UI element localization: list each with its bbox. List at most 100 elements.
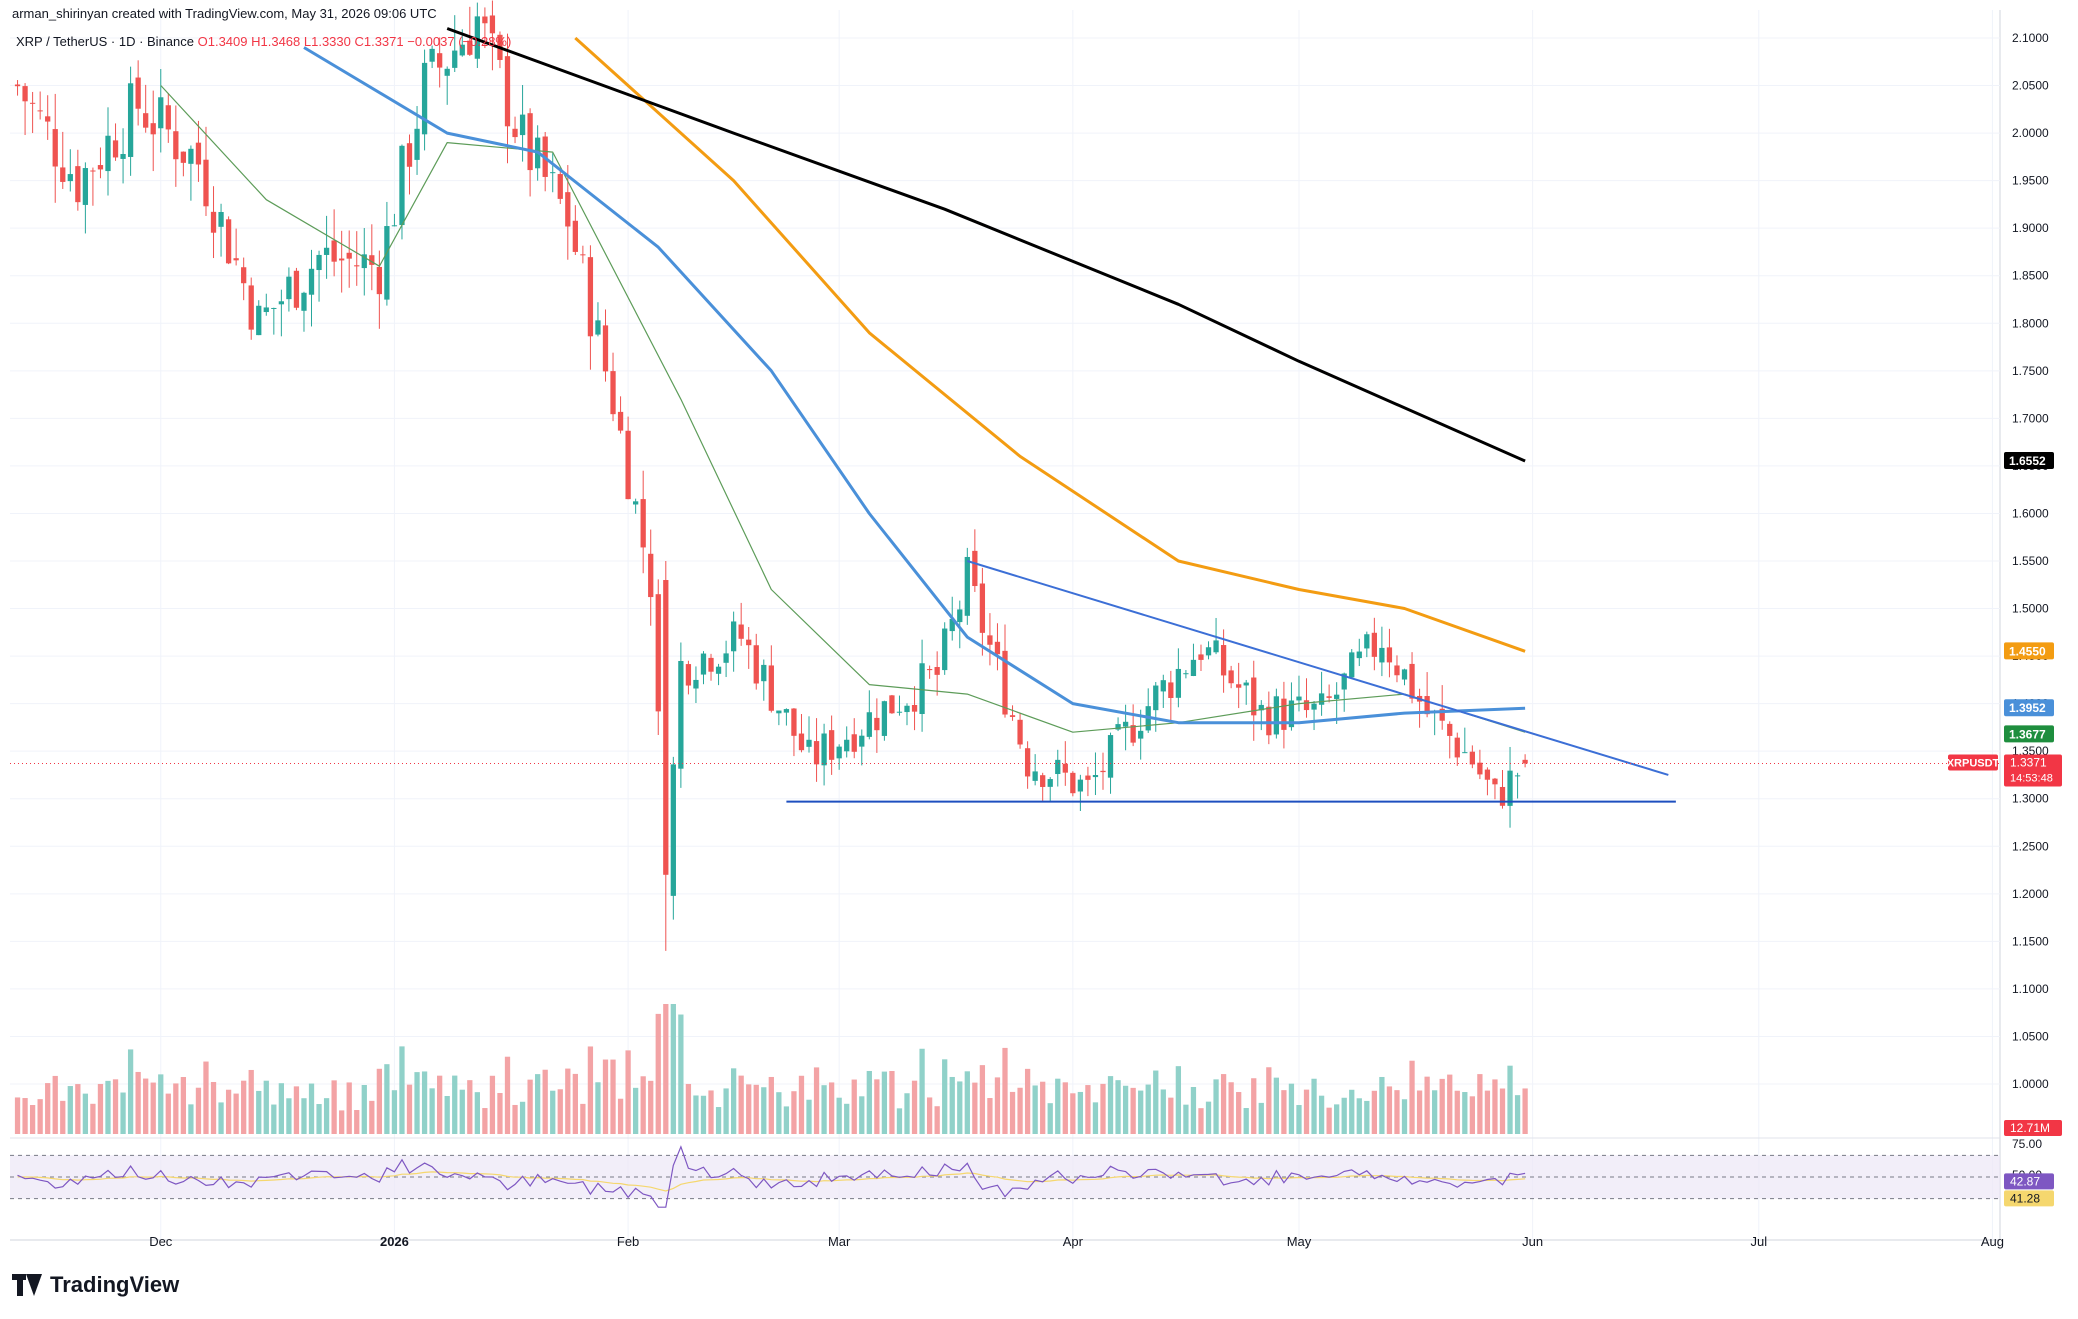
candle-body [1168,682,1174,698]
candle-body [1318,693,1325,705]
candle-body [241,267,247,284]
volume-bar [798,1075,805,1134]
candle-body [150,123,156,135]
volume-bar [1454,1090,1460,1134]
volume-bar [708,1090,714,1134]
rsi-value: 42.87 [2010,1174,2040,1188]
volume-bar [203,1061,209,1134]
candle-body [738,624,744,639]
candle-body [316,254,322,271]
volume-bar [768,1076,774,1134]
candle-body [195,142,202,165]
candle-body [557,174,563,199]
volume-bar [210,1081,217,1134]
volume-bar [97,1083,104,1134]
tradingview-brand-text: TradingView [50,1272,180,1297]
candle-body [1130,725,1136,743]
symbol-legend: XRP / TetherUS · 1D · Binance O1.3409 H1… [16,34,511,49]
candle-body [286,276,292,300]
volume-bar [1160,1089,1166,1134]
y-tick-label: 2.0000 [2012,126,2049,140]
volume-bar [331,1080,337,1134]
volume-bar [655,1013,661,1134]
candle-body [806,739,812,747]
y-tick-label: 1.1500 [2012,934,2049,948]
volume-bar [1281,1090,1287,1134]
volume-bar [942,1059,948,1134]
candle-body [1009,715,1016,717]
ma200-line [446,27,1526,463]
volume-bar [1522,1088,1528,1134]
candle-body [1379,647,1385,663]
candle-body [1115,724,1121,730]
volume-bar [723,1088,729,1134]
volume-bar [670,1004,676,1134]
volume-bar [1047,1103,1053,1134]
y-tick-label: 1.9000 [2012,221,2049,235]
candle-body [949,618,955,632]
trend-price-label: 1.3677 [2004,725,2054,743]
volume-bar [233,1093,239,1134]
volume-bar [746,1084,752,1134]
ma200-value: 1.6552 [2009,454,2046,468]
volume-bar [444,1096,450,1134]
candle-body [670,764,676,896]
candle-body [127,83,134,157]
volume-bar [640,1076,646,1134]
candle-body [1326,696,1332,698]
y-tick-label: 1.5000 [2012,602,2049,616]
volume-bar [504,1056,511,1134]
candle-body [700,653,707,675]
candle-body [1002,650,1008,715]
candle-body [1205,647,1212,656]
y-tick-label: 1.8500 [2012,269,2049,283]
volume-tag [2004,1120,2062,1136]
volume-bar [308,1083,315,1134]
volume-bar [828,1082,835,1134]
candle-body [173,131,179,160]
volume-bar [218,1102,224,1134]
candle-body [29,102,36,104]
volume-bar [105,1080,111,1134]
candle-body [919,663,925,714]
candle-body [791,708,797,736]
candle-body [414,128,420,160]
candle-body [248,285,254,330]
candle-body [301,292,307,311]
volume-bar [1462,1092,1468,1134]
candle-body [256,305,262,336]
volume-bar [37,1099,43,1134]
volume-bar [188,1104,194,1134]
candle-body [1296,696,1302,701]
candle-body [45,116,51,122]
candle-body [1228,670,1234,684]
volume-bar [429,1088,435,1134]
volume-bar [1205,1101,1212,1134]
candle-body [972,550,978,587]
volume-bar [1318,1095,1325,1134]
volume-bar [633,1087,639,1134]
volume-bar [1334,1104,1340,1134]
candle-body [1085,775,1091,780]
volume-bar [791,1091,797,1134]
candle-body [512,128,518,138]
rsi-ma-line [17,1171,1526,1192]
candle-body [376,266,382,295]
candle-body [1243,682,1249,686]
volume-bar [934,1106,940,1134]
volume-bar [1266,1067,1272,1134]
volume-bar [881,1071,888,1134]
tradingview-logo[interactable]: TradingView [12,1272,179,1298]
volume-bar [1062,1082,1068,1134]
candle-body [693,679,699,689]
volume-bar [143,1078,149,1134]
volume-bar [1130,1087,1136,1134]
candle-body [655,594,661,712]
candle-body [587,257,594,337]
volume-bar [994,1077,1001,1134]
volume-bar [1009,1091,1016,1134]
candle-body [1062,763,1068,773]
volume-bar [557,1089,563,1134]
candle-body [942,628,948,671]
